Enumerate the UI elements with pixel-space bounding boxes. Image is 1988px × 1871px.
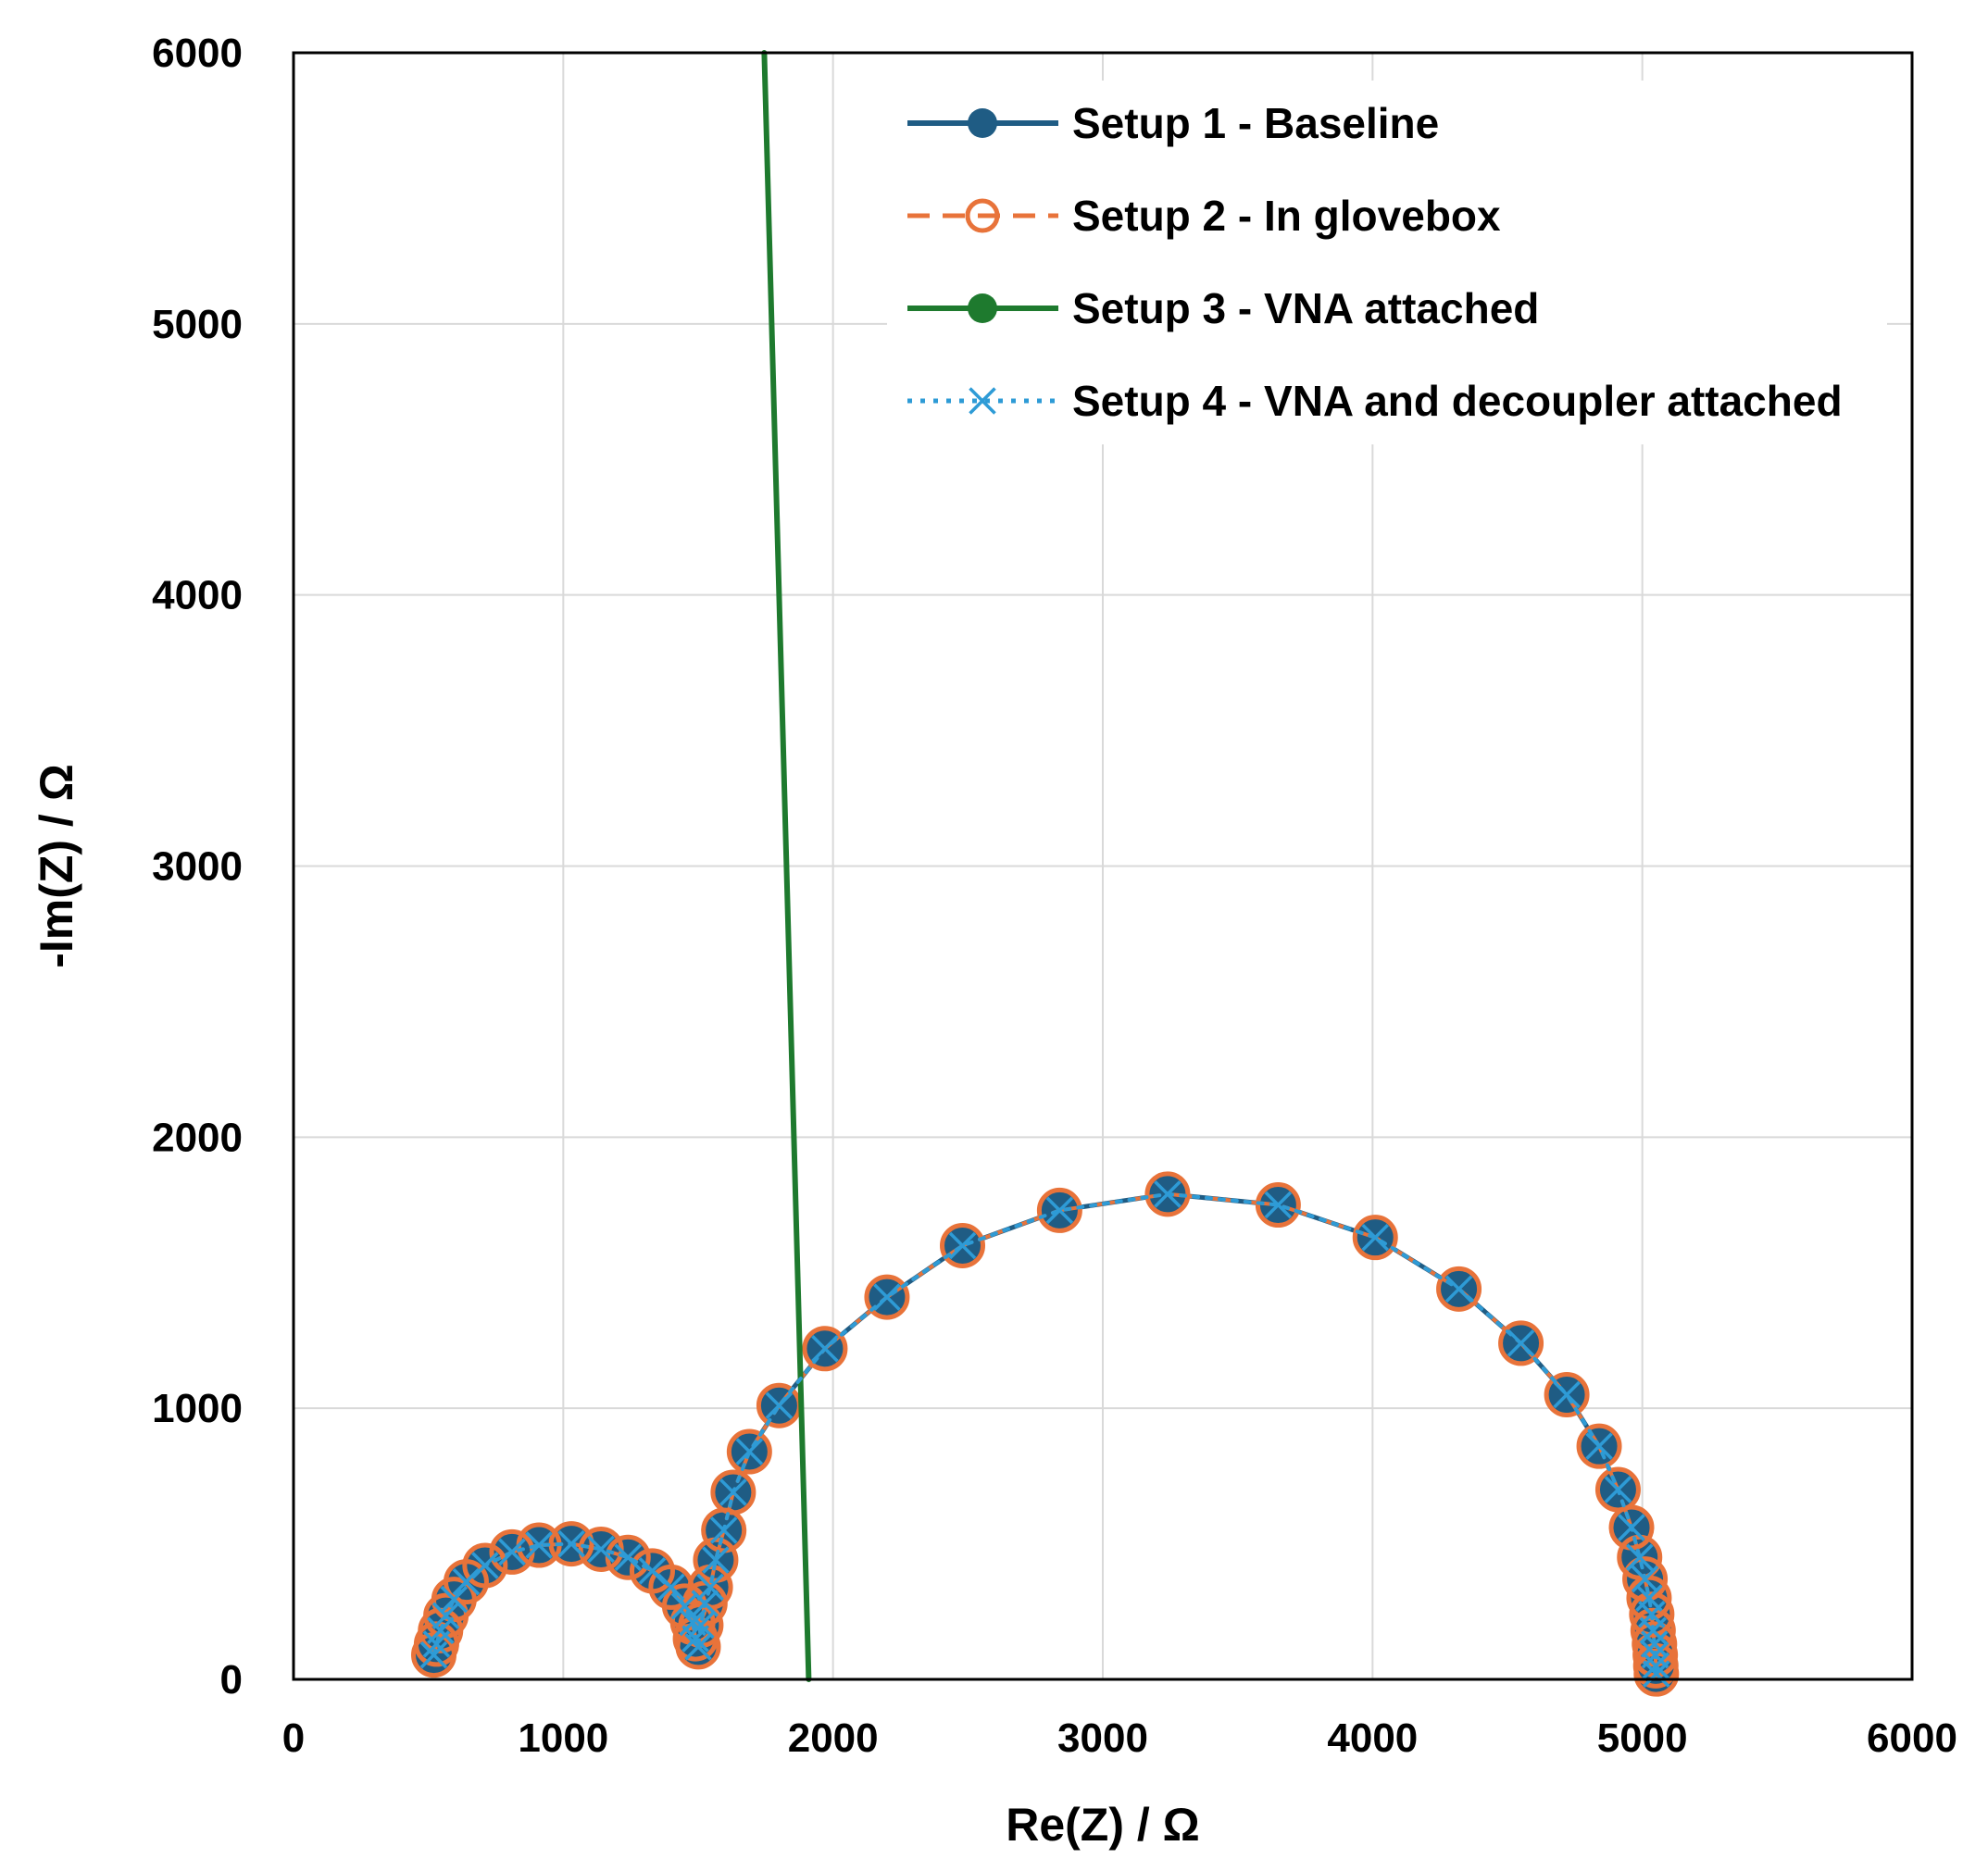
data-point	[1507, 1329, 1535, 1357]
data-point	[498, 1538, 526, 1566]
series-line	[761, 50, 812, 1682]
data-point	[726, 1428, 772, 1475]
legend-item: Setup 2 - In glovebox	[907, 192, 1501, 240]
legend-label: Setup 2 - In glovebox	[1072, 192, 1501, 240]
y-tick-label: 0	[220, 1657, 243, 1703]
data-point	[765, 1391, 794, 1419]
data-point	[679, 1608, 706, 1637]
data-point	[1436, 1266, 1482, 1312]
data-point	[719, 1478, 747, 1506]
data-point	[864, 1274, 910, 1320]
data-point	[811, 1335, 839, 1363]
legend-item: Setup 3 - VNA attached	[907, 284, 1539, 332]
data-point	[710, 1469, 756, 1516]
data-point	[471, 1552, 499, 1579]
data-point	[638, 1557, 667, 1585]
y-tick-label: 5000	[152, 302, 243, 347]
plot-frame	[292, 51, 1914, 1681]
data-point	[1576, 1423, 1622, 1469]
legend-label: Setup 4 - VNA and decoupler attached	[1072, 377, 1843, 425]
data-point	[1144, 1171, 1191, 1217]
legend-item: Setup 1 - Baseline	[907, 99, 1439, 147]
x-tick-label: 3000	[1057, 1715, 1148, 1761]
series-layer	[410, 50, 1680, 1697]
data-point	[557, 1529, 585, 1558]
legend-marker	[968, 293, 997, 323]
y-tick-label: 2000	[152, 1115, 243, 1160]
x-tick-label: 2000	[788, 1715, 879, 1761]
data-point	[1604, 1476, 1632, 1503]
data-point	[948, 1231, 977, 1260]
series-3	[761, 50, 812, 1682]
legend-label: Setup 1 - Baseline	[1072, 99, 1439, 147]
data-point	[587, 1535, 615, 1564]
data-point	[1264, 1191, 1293, 1219]
data-point	[696, 1573, 724, 1602]
x-tick-label: 4000	[1327, 1715, 1418, 1761]
data-point	[431, 1602, 460, 1629]
data-point	[1643, 1660, 1670, 1688]
data-point	[709, 1516, 738, 1544]
data-point	[1622, 1556, 1669, 1603]
data-point	[1626, 1543, 1654, 1571]
data-point	[1361, 1223, 1389, 1252]
legend-marker	[969, 387, 996, 415]
data-point	[427, 1616, 455, 1645]
data-point	[419, 1640, 448, 1669]
legend: Setup 1 - Baseline Setup 2 - In glovebox S…	[887, 81, 1887, 444]
data-point	[1444, 1275, 1473, 1303]
y-tick-label: 6000	[152, 31, 243, 76]
data-point	[548, 1521, 594, 1567]
legend-marker	[965, 198, 1000, 233]
x-axis-label: Re(Z) / Ω	[1006, 1799, 1200, 1851]
data-point	[1352, 1215, 1398, 1261]
y-tick-label: 4000	[152, 573, 243, 618]
data-point	[525, 1531, 553, 1559]
data-point	[735, 1438, 764, 1466]
data-point	[684, 1633, 712, 1661]
data-point	[462, 1542, 508, 1589]
series-line	[431, 1191, 1658, 1677]
x-tick-label: 0	[282, 1715, 305, 1761]
x-tick-labels: 0 1000 2000 3000 4000 5000 6000	[282, 1715, 1957, 1761]
data-point	[1641, 1630, 1669, 1658]
data-point	[802, 1326, 848, 1372]
data-point	[452, 1567, 481, 1596]
data-point	[1154, 1180, 1182, 1208]
data-point	[940, 1222, 986, 1268]
data-point	[657, 1573, 685, 1602]
series-4	[419, 1180, 1670, 1688]
data-point	[1553, 1380, 1581, 1409]
data-point	[614, 1543, 642, 1571]
y-tick-label: 3000	[152, 844, 243, 890]
data-point	[1255, 1182, 1301, 1229]
y-axis-label: -Im(Z) / Ω	[31, 764, 82, 968]
legend-background	[887, 81, 1887, 444]
legend-label: Setup 3 - VNA attached	[1072, 284, 1539, 332]
legend-marker	[968, 108, 997, 138]
data-point	[702, 1546, 730, 1574]
y-tick-label: 1000	[152, 1386, 243, 1431]
data-point	[1498, 1320, 1544, 1366]
data-point	[1544, 1372, 1590, 1418]
data-point	[1036, 1187, 1082, 1233]
data-point	[1618, 1514, 1645, 1541]
x-tick-label: 5000	[1597, 1715, 1688, 1761]
data-point	[691, 1590, 719, 1617]
data-point	[1045, 1196, 1074, 1225]
data-point	[1635, 1584, 1663, 1612]
y-tick-labels: 0 1000 2000 3000 4000 5000 6000	[152, 31, 243, 1703]
legend-item: Setup 4 - VNA and decoupler attached	[907, 377, 1843, 425]
x-tick-label: 6000	[1867, 1715, 1957, 1761]
data-point	[1642, 1652, 1669, 1680]
data-point	[687, 1611, 715, 1640]
x-tick-label: 1000	[518, 1715, 608, 1761]
data-point	[873, 1283, 901, 1311]
data-point	[1585, 1432, 1613, 1460]
data-point	[440, 1585, 469, 1614]
